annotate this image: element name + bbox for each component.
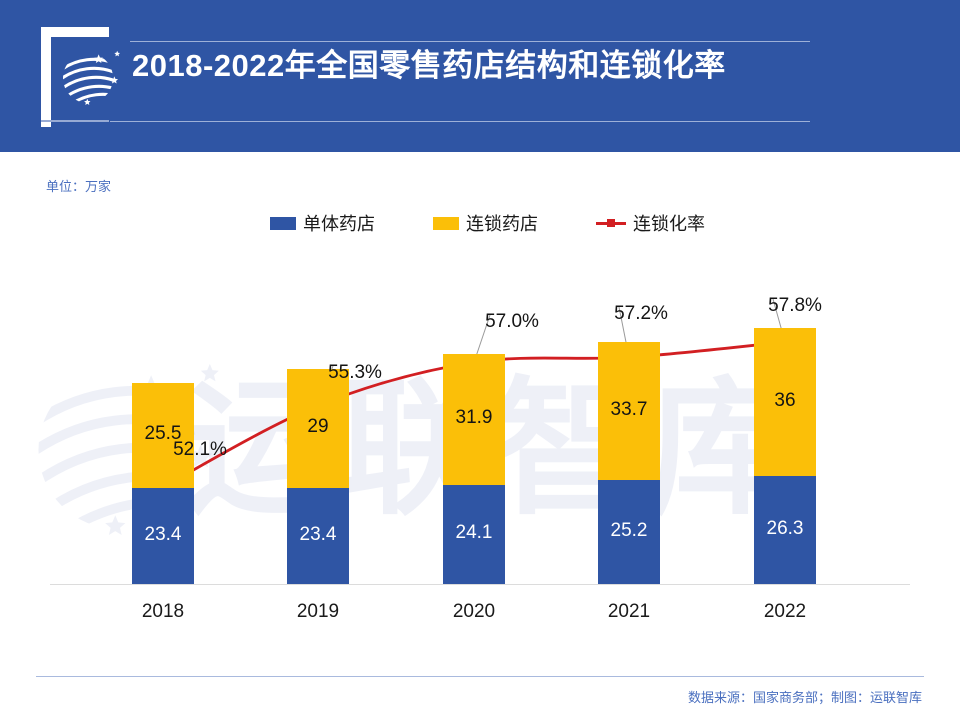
legend-label: 单体药店 [303, 214, 375, 234]
bar-value-label-chain-store: 33.7 [610, 399, 648, 421]
bar-value-label-chain-store: 25.5 [144, 423, 182, 445]
header-frame-top [41, 27, 109, 37]
slide-header: 2018-2022年全国零售药店结构和连锁化率 [0, 0, 960, 152]
bar-segment-chain-store[interactable]: 31.9 [443, 353, 505, 485]
leader-line [162, 442, 179, 488]
bar-value-label-single-store: 23.4 [299, 523, 337, 545]
bar-segment-chain-store[interactable]: 29 [287, 368, 349, 488]
bar-segment-chain-store[interactable]: 25.5 [132, 383, 194, 488]
bar-segment-single-store[interactable]: 26.3 [754, 475, 816, 584]
header-rule-bottom [110, 121, 810, 122]
bar-value-label-chain-store: 36 [774, 389, 796, 411]
stacked-bar[interactable]: 31.9 24.1 [443, 353, 505, 584]
x-axis-line [50, 584, 910, 585]
globe-swirl-logo-icon [54, 42, 122, 110]
legend-item-chain-store[interactable]: 连锁药店 [433, 210, 538, 236]
chain-rate-value-label: 55.3% [328, 362, 382, 383]
chain-rate-marker[interactable] [313, 400, 323, 411]
stacked-bar[interactable]: 36 26.3 [754, 327, 816, 584]
chart-legend: 单体药店 连锁药店 连锁化率 [270, 210, 705, 236]
bar-value-label-single-store: 25.2 [610, 520, 648, 542]
bar-segment-single-store[interactable]: 24.1 [443, 484, 505, 584]
x-axis-tick-label: 2020 [452, 601, 496, 622]
chain-rate-value-label: 57.2% [614, 303, 668, 324]
page-title: 2018-2022年全国零售药店结构和连锁化率 [132, 48, 726, 83]
bar-value-label-single-store: 23.4 [144, 523, 182, 545]
blue-square-swatch-icon [270, 216, 296, 230]
x-axis-tick-label: 2018 [141, 601, 185, 622]
chain-rate-marker[interactable] [158, 482, 168, 492]
leader-line [772, 298, 786, 343]
bar-segment-single-store[interactable]: 23.4 [287, 487, 349, 584]
legend-label: 连锁药店 [466, 214, 538, 234]
stacked-bar[interactable]: 33.7 25.2 [598, 341, 660, 584]
bar-value-label-single-store: 24.1 [455, 522, 493, 544]
bar-value-label-single-store: 26.3 [766, 517, 804, 539]
bar-segment-chain-store[interactable]: 36 [754, 327, 816, 476]
leader-line [473, 314, 491, 363]
globe-swirl-watermark-icon [10, 336, 225, 551]
legend-item-single-store[interactable]: 单体药店 [270, 210, 375, 236]
bar-value-label-chain-store: 29 [307, 416, 329, 438]
header-frame-vertical [41, 27, 51, 127]
x-axis-tick-label: 2022 [763, 601, 807, 622]
bar-segment-chain-store[interactable]: 33.7 [598, 341, 660, 481]
header-rule-top [130, 41, 810, 42]
chain-rate-marker[interactable] [469, 357, 479, 368]
chain-rate-marker[interactable] [624, 352, 634, 363]
legend-item-chain-rate[interactable]: 连锁化率 [596, 210, 705, 236]
x-axis-tick-label: 2021 [607, 601, 651, 622]
footer-source-note: 数据来源：国家商务部；制图：运联智库 [687, 690, 922, 705]
chain-rate-value-label: 52.1% [173, 439, 227, 460]
stacked-bar[interactable]: 29 23.4 [287, 368, 349, 584]
bar-segment-single-store[interactable]: 25.2 [598, 480, 660, 584]
red-line-marker-icon [596, 217, 626, 230]
leader-line [317, 365, 334, 406]
bar-value-label-chain-store: 31.9 [455, 407, 493, 429]
footer-divider [36, 676, 924, 677]
chain-rate-marker[interactable] [780, 337, 790, 347]
unit-label: 单位：万家 [46, 179, 112, 194]
chain-rate-value-label: 57.8% [768, 295, 822, 316]
yellow-square-swatch-icon [433, 216, 459, 230]
stacked-bar[interactable]: 25.5 23.4 [132, 383, 194, 584]
header-frame-bottom [41, 120, 109, 122]
watermark: 运联智库 [0, 330, 960, 600]
legend-label: 连锁化率 [633, 214, 705, 234]
chain-rate-line [162, 340, 786, 489]
chain-rate-value-label: 57.0% [485, 311, 539, 332]
watermark-text: 运联智库 [185, 363, 801, 535]
x-axis-tick-label: 2019 [296, 601, 340, 622]
leader-line [618, 306, 630, 358]
bar-segment-single-store[interactable]: 23.4 [132, 487, 194, 584]
